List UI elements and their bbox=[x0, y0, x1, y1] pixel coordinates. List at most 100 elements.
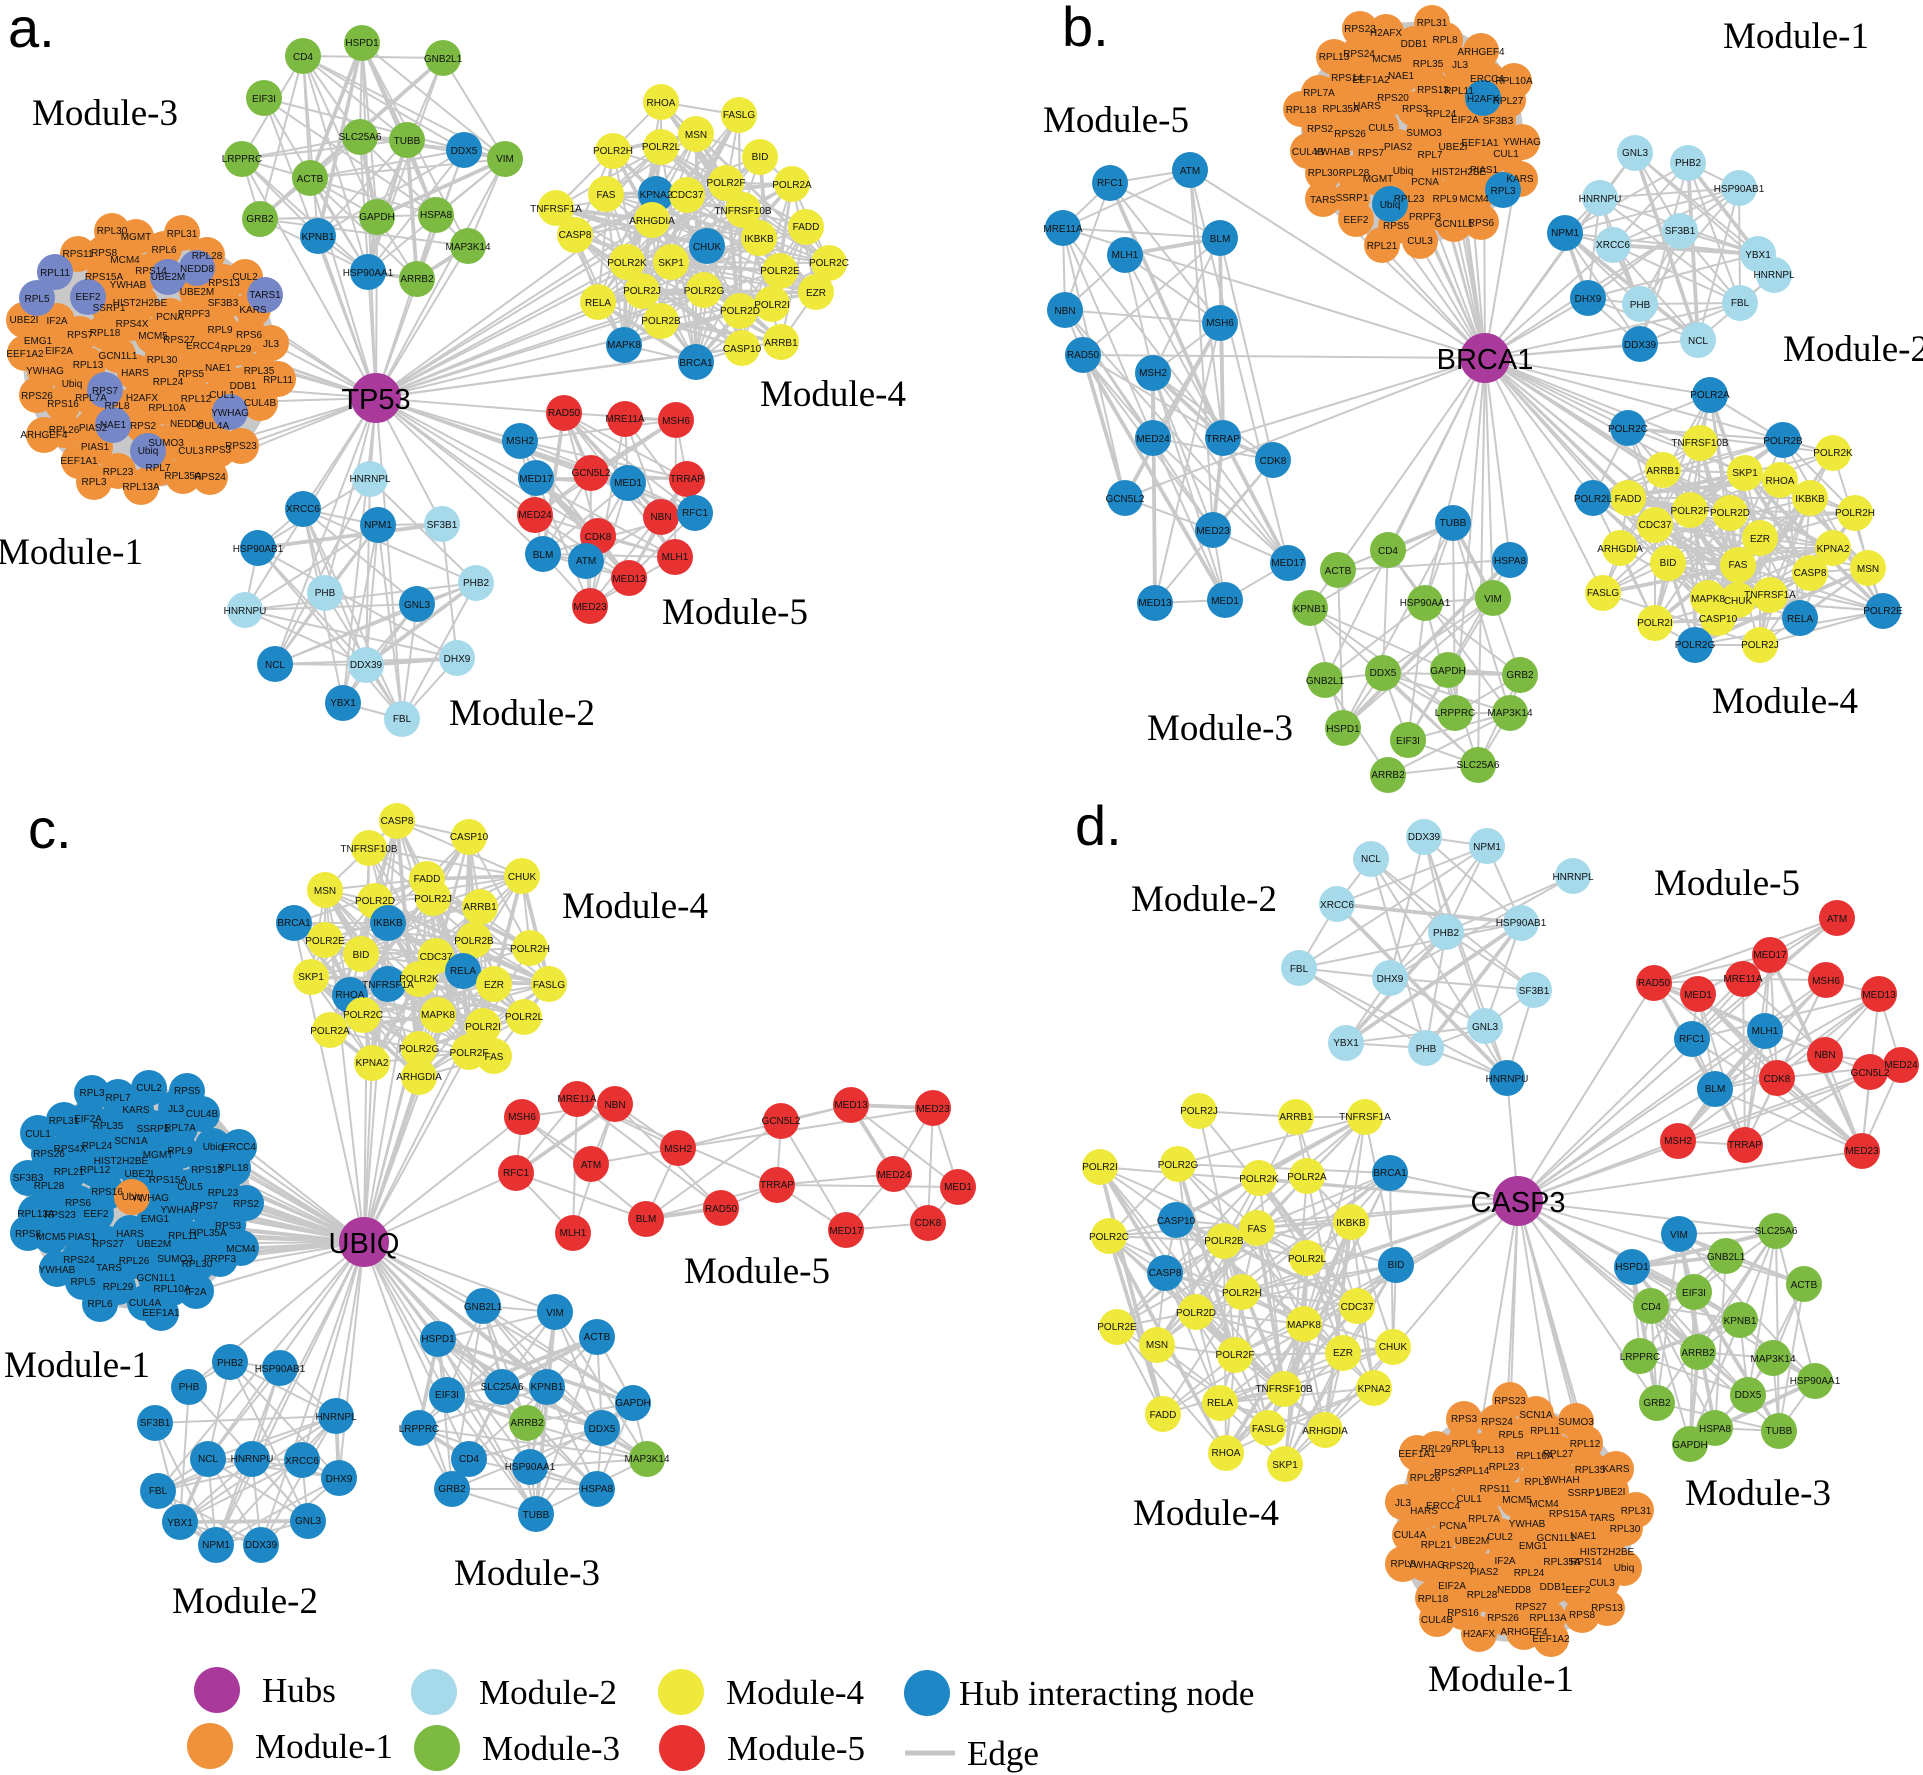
svg-text:MCM4: MCM4 bbox=[1529, 1499, 1559, 1510]
svg-text:NAE1: NAE1 bbox=[1388, 71, 1415, 82]
svg-text:MCM5: MCM5 bbox=[36, 1232, 66, 1243]
svg-text:EIF3I: EIF3I bbox=[1396, 736, 1420, 747]
svg-text:RPS23: RPS23 bbox=[225, 441, 257, 452]
svg-text:JL3: JL3 bbox=[263, 339, 280, 350]
svg-text:POLR2G: POLR2G bbox=[684, 286, 725, 297]
svg-text:HSPD1: HSPD1 bbox=[1615, 1262, 1649, 1273]
svg-text:KPNB1: KPNB1 bbox=[531, 1382, 564, 1393]
svg-text:DDX5: DDX5 bbox=[1735, 1390, 1762, 1401]
svg-text:HARS: HARS bbox=[121, 368, 149, 379]
svg-text:Module-3: Module-3 bbox=[454, 1553, 600, 1594]
svg-text:RPS16: RPS16 bbox=[91, 1187, 123, 1198]
svg-text:CUL4B: CUL4B bbox=[244, 398, 277, 409]
svg-text:MCM5: MCM5 bbox=[1372, 54, 1402, 65]
svg-text:SF3B1: SF3B1 bbox=[1665, 226, 1696, 237]
svg-text:CUL4A: CUL4A bbox=[197, 421, 230, 432]
svg-text:CUL4B: CUL4B bbox=[186, 1109, 219, 1120]
svg-text:CDC37: CDC37 bbox=[671, 190, 704, 201]
svg-text:RAD50: RAD50 bbox=[1067, 350, 1100, 361]
svg-text:ERCC4: ERCC4 bbox=[1470, 74, 1504, 85]
svg-text:HNRNPU: HNRNPU bbox=[224, 606, 267, 617]
svg-text:RPL9: RPL9 bbox=[167, 1146, 192, 1157]
svg-text:RPL23: RPL23 bbox=[1489, 1462, 1520, 1473]
svg-text:XRCC6: XRCC6 bbox=[1596, 240, 1630, 251]
svg-text:RPL35: RPL35 bbox=[93, 1121, 124, 1132]
svg-text:Hubs: Hubs bbox=[262, 1671, 336, 1710]
svg-text:UBE2I: UBE2I bbox=[1439, 142, 1468, 153]
svg-text:CUL1: CUL1 bbox=[1456, 1494, 1482, 1505]
svg-text:Module-4: Module-4 bbox=[1712, 681, 1858, 722]
svg-text:Module-1: Module-1 bbox=[255, 1727, 393, 1766]
svg-text:MED1: MED1 bbox=[1684, 990, 1712, 1001]
svg-text:MED13: MED13 bbox=[612, 574, 646, 585]
svg-text:POLR2B: POLR2B bbox=[1204, 1236, 1244, 1247]
svg-text:EZR: EZR bbox=[1750, 534, 1770, 545]
svg-text:POLR2J: POLR2J bbox=[623, 286, 661, 297]
svg-text:CUL4A: CUL4A bbox=[129, 1298, 162, 1309]
svg-text:RFC1: RFC1 bbox=[682, 508, 709, 519]
svg-text:RPS5: RPS5 bbox=[178, 369, 205, 380]
svg-text:UBE2M: UBE2M bbox=[180, 287, 214, 298]
svg-text:RPL8: RPL8 bbox=[1432, 35, 1457, 46]
svg-text:POLR2F: POLR2F bbox=[1671, 506, 1710, 517]
svg-text:TNFRSF10B: TNFRSF10B bbox=[340, 844, 398, 855]
svg-text:RPS20: RPS20 bbox=[1442, 1561, 1474, 1572]
svg-text:HSP90AB1: HSP90AB1 bbox=[233, 544, 284, 555]
svg-text:RPS13: RPS13 bbox=[1417, 85, 1449, 96]
svg-text:Module-1: Module-1 bbox=[4, 1345, 150, 1386]
svg-text:EEF1A1: EEF1A1 bbox=[142, 1308, 180, 1319]
svg-text:CDK8: CDK8 bbox=[915, 1218, 942, 1229]
svg-text:SLC25A6: SLC25A6 bbox=[339, 132, 382, 143]
svg-text:RPS26: RPS26 bbox=[1487, 1613, 1519, 1624]
svg-text:LRPPRC: LRPPRC bbox=[1620, 1352, 1661, 1363]
svg-text:RPL30: RPL30 bbox=[147, 355, 178, 366]
svg-text:RPS3: RPS3 bbox=[205, 445, 232, 456]
svg-text:RPS6: RPS6 bbox=[65, 1198, 92, 1209]
svg-text:PHB2: PHB2 bbox=[463, 578, 490, 589]
svg-text:MSH2: MSH2 bbox=[506, 436, 534, 447]
svg-text:RPL7: RPL7 bbox=[105, 1093, 130, 1104]
svg-text:SF3B1: SF3B1 bbox=[1519, 986, 1550, 997]
svg-text:RPL35: RPL35 bbox=[1413, 59, 1444, 70]
svg-text:PCNA: PCNA bbox=[1411, 177, 1439, 188]
svg-text:BID: BID bbox=[1388, 1260, 1405, 1271]
svg-text:DDX39: DDX39 bbox=[245, 1540, 278, 1551]
svg-text:FADD: FADD bbox=[414, 874, 441, 885]
svg-text:POLR2G: POLR2G bbox=[1158, 1160, 1199, 1171]
svg-text:MGMT: MGMT bbox=[143, 1150, 174, 1161]
svg-text:RPS16: RPS16 bbox=[1447, 1608, 1479, 1619]
svg-text:EEF2: EEF2 bbox=[75, 292, 100, 303]
svg-text:ARHGDIA: ARHGDIA bbox=[396, 1072, 442, 1083]
svg-text:RPS4X: RPS4X bbox=[54, 1144, 87, 1155]
svg-text:YBX1: YBX1 bbox=[330, 698, 356, 709]
svg-text:CD4: CD4 bbox=[293, 52, 313, 63]
svg-text:GNB2L1: GNB2L1 bbox=[424, 54, 463, 65]
svg-text:PIAS2: PIAS2 bbox=[1384, 142, 1413, 153]
svg-text:RPS2: RPS2 bbox=[1307, 124, 1334, 135]
svg-text:FAS: FAS bbox=[1729, 560, 1748, 571]
svg-text:POLR2G: POLR2G bbox=[399, 1044, 440, 1055]
svg-text:RPL27: RPL27 bbox=[1493, 96, 1524, 107]
svg-text:MED23: MED23 bbox=[916, 1104, 950, 1115]
svg-text:CASP10: CASP10 bbox=[1157, 1216, 1196, 1227]
svg-text:ACTB: ACTB bbox=[584, 1332, 611, 1343]
svg-text:RPL3: RPL3 bbox=[79, 1088, 104, 1099]
svg-text:GAPDH: GAPDH bbox=[1430, 666, 1466, 677]
svg-text:RPL21: RPL21 bbox=[1367, 241, 1398, 252]
svg-text:ERCC4: ERCC4 bbox=[1426, 1501, 1460, 1512]
svg-text:HNRNPL: HNRNPL bbox=[315, 1412, 357, 1423]
svg-text:FBL: FBL bbox=[149, 1486, 168, 1497]
svg-text:SKP1: SKP1 bbox=[1732, 468, 1758, 479]
svg-text:MED17: MED17 bbox=[829, 1226, 863, 1237]
svg-text:KPNA2: KPNA2 bbox=[1817, 544, 1850, 555]
svg-text:RPL11: RPL11 bbox=[168, 1231, 198, 1242]
svg-text:LRPPRC: LRPPRC bbox=[399, 1424, 440, 1435]
svg-text:EIF2A: EIF2A bbox=[74, 1114, 102, 1125]
svg-text:MSH2: MSH2 bbox=[1664, 1136, 1692, 1147]
svg-text:RHOA: RHOA bbox=[1766, 476, 1795, 487]
svg-text:RPL31: RPL31 bbox=[1621, 1506, 1652, 1517]
svg-text:PRPF3: PRPF3 bbox=[1409, 212, 1442, 223]
svg-text:RPS26: RPS26 bbox=[33, 1149, 65, 1160]
svg-text:RPL29: RPL29 bbox=[103, 1282, 134, 1293]
svg-text:Ubiq: Ubiq bbox=[1380, 200, 1401, 211]
